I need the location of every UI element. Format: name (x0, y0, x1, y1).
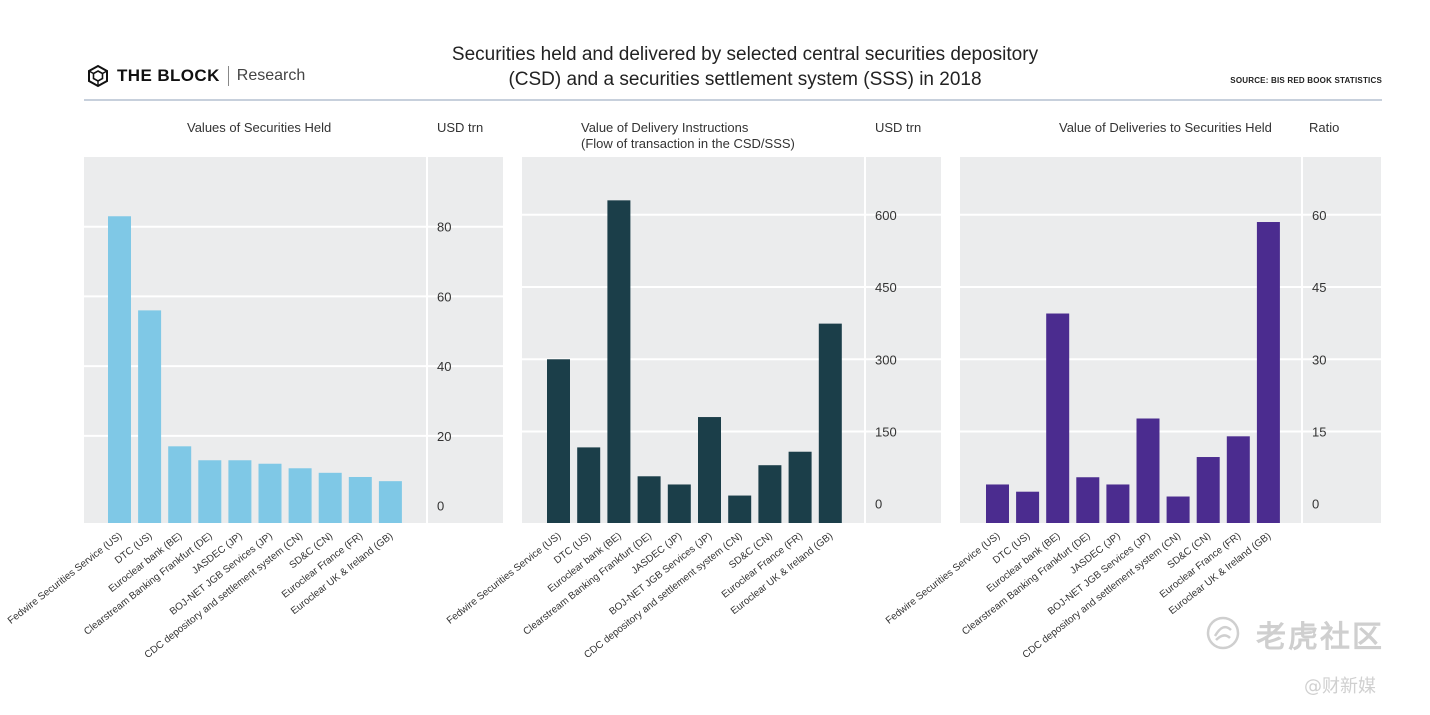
bar (1136, 418, 1160, 523)
bar (378, 481, 402, 523)
bar (108, 216, 131, 523)
chart-title: Securities held and delivered by selecte… (340, 42, 1150, 92)
watermark-handle: @财新媒 (1304, 676, 1376, 697)
tiger-community-logo-icon (1206, 616, 1240, 650)
y-tick-label: 45 (1312, 280, 1326, 295)
panel-3-background (960, 157, 1381, 523)
panel-3-title: Value of Deliveries to Securities Held (1059, 120, 1272, 135)
chart-title-line-2: (CSD) and a securities settlement system… (508, 69, 982, 90)
bar (1076, 477, 1100, 523)
the-block-cube-icon (88, 64, 108, 88)
bar (1016, 491, 1040, 523)
bar (818, 323, 842, 523)
bar (1196, 457, 1220, 523)
y-tick-label: 300 (875, 352, 897, 367)
bar (788, 451, 812, 523)
bar (138, 310, 162, 523)
bar (758, 465, 782, 523)
bar (1256, 222, 1280, 523)
y-tick-label: 60 (1312, 208, 1326, 223)
bar (288, 468, 312, 523)
y-tick-label: 150 (875, 425, 897, 440)
bar (986, 484, 1009, 523)
bar (667, 484, 691, 523)
panel-3-unit: Ratio (1309, 120, 1340, 135)
y-tick-label: 600 (875, 208, 897, 223)
panel-1-title: Values of Securities Held (187, 120, 332, 135)
header-divider (84, 99, 1382, 101)
panel-2-title-main: Value of Delivery Instructions (581, 120, 749, 135)
bar (607, 200, 631, 523)
bar (1226, 436, 1250, 523)
bar (348, 476, 372, 523)
bar (228, 460, 252, 523)
watermark-text: 老虎社区 (1256, 620, 1384, 655)
brand-logo: THE BLOCK Research (86, 64, 305, 88)
panel-1-unit: USD trn (437, 120, 484, 135)
chart-title-line-1: Securities held and delivered by selecte… (451, 44, 1039, 65)
bar (1166, 496, 1190, 523)
bar (258, 463, 282, 523)
bar (547, 359, 570, 523)
brand-divider (227, 66, 229, 86)
y-tick-label: 60 (437, 289, 451, 304)
panel-2-subtitle: (Flow of transaction in the CSD/SSS) (581, 136, 795, 151)
panel-2-title: Value of Delivery Instructions (Flow of … (581, 120, 795, 152)
bar (198, 460, 222, 523)
bar (698, 417, 721, 523)
y-tick-label: 40 (437, 359, 451, 374)
y-tick-label: 30 (1312, 352, 1326, 367)
bar (1046, 313, 1070, 523)
bar (637, 476, 661, 523)
y-tick-label: 0 (1312, 497, 1319, 512)
brand-name: THE BLOCK (117, 66, 220, 85)
bar (728, 495, 752, 523)
source-note: SOURCE: BIS RED BOOK STATISTICS (1230, 76, 1382, 85)
bar (577, 447, 601, 523)
y-tick-label: 20 (437, 429, 451, 444)
y-tick-label: 0 (875, 497, 882, 512)
y-tick-label: 0 (437, 499, 444, 514)
bar (1106, 484, 1130, 523)
y-tick-label: 80 (437, 220, 451, 235)
bar (318, 472, 342, 523)
brand-subtitle: Research (236, 67, 306, 84)
y-tick-label: 15 (1312, 425, 1326, 440)
y-tick-label: 450 (875, 280, 897, 295)
bar (168, 446, 192, 523)
panel-2-unit: USD trn (875, 120, 922, 135)
